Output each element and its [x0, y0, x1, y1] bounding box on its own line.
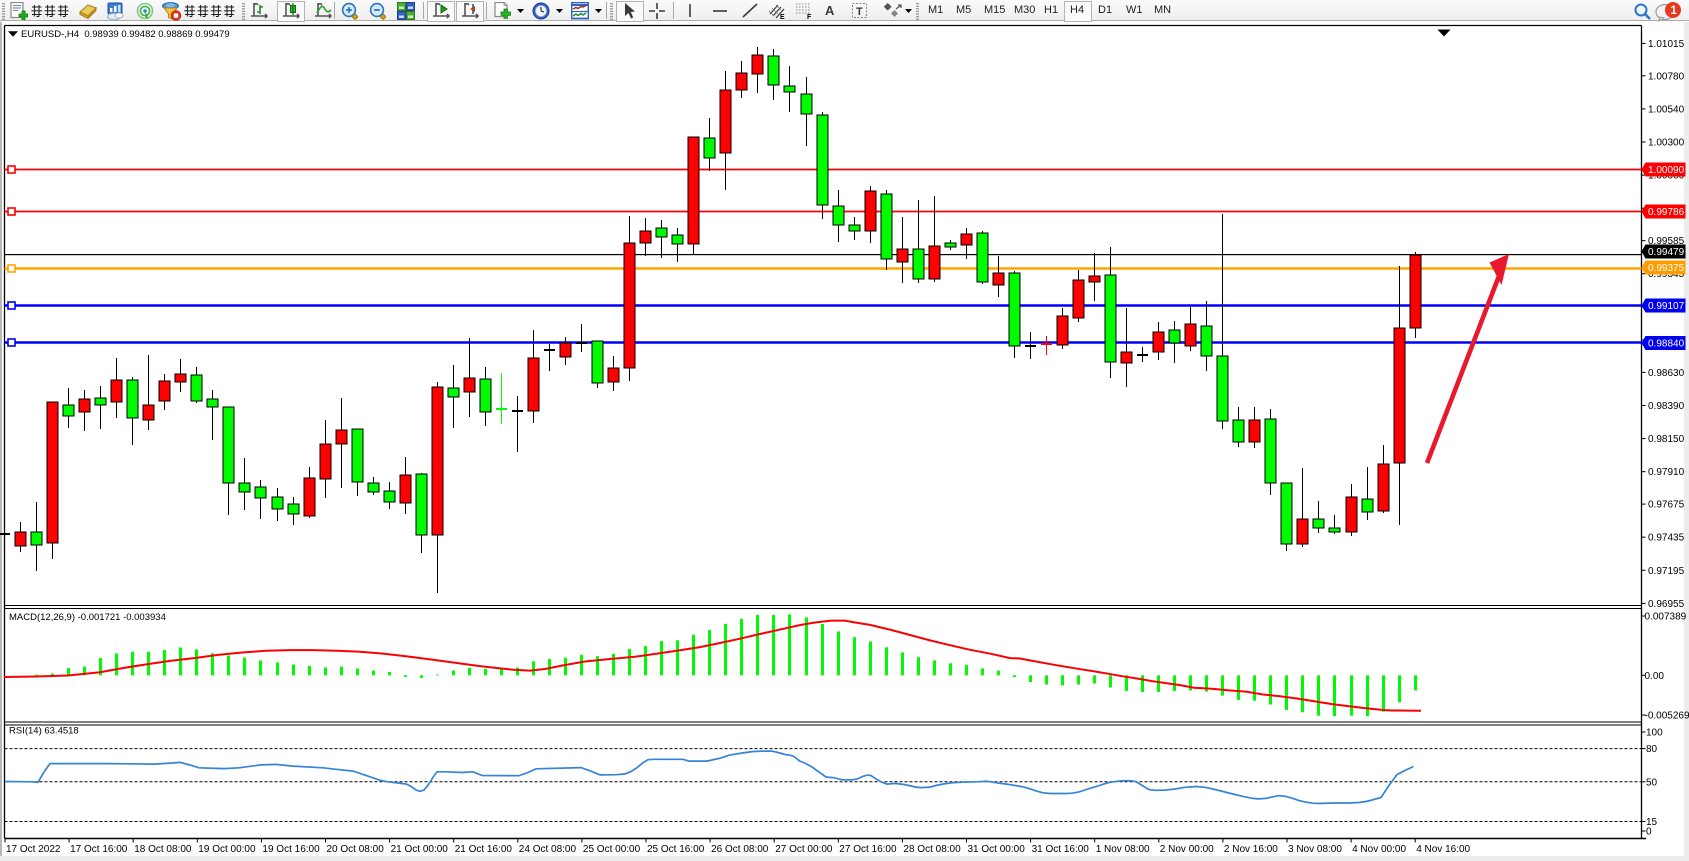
- svg-text:0.97910: 0.97910: [1648, 467, 1685, 478]
- svg-text:31 Oct 00:00: 31 Oct 00:00: [968, 844, 1026, 855]
- svg-text:21 Oct 16:00: 21 Oct 16:00: [455, 844, 513, 855]
- svg-text:31 Oct 16:00: 31 Oct 16:00: [1032, 844, 1090, 855]
- svg-text:80: 80: [1646, 744, 1658, 755]
- svg-text:4 Nov 16:00: 4 Nov 16:00: [1416, 844, 1470, 855]
- svg-text:1.00090: 1.00090: [1648, 165, 1685, 176]
- svg-text:17 Oct 16:00: 17 Oct 16:00: [70, 844, 128, 855]
- svg-text:25 Oct 00:00: 25 Oct 00:00: [583, 844, 641, 855]
- svg-text:20 Oct 08:00: 20 Oct 08:00: [327, 844, 385, 855]
- svg-text:E: E: [780, 14, 785, 20]
- svg-text:0.99786: 0.99786: [1648, 207, 1685, 218]
- svg-text:0.007389: 0.007389: [1645, 612, 1687, 623]
- svg-text:0.97675: 0.97675: [1648, 500, 1685, 511]
- svg-text:100: 100: [1646, 728, 1663, 739]
- svg-text:25 Oct 16:00: 25 Oct 16:00: [647, 844, 705, 855]
- svg-text:3 Nov 08:00: 3 Nov 08:00: [1288, 844, 1342, 855]
- svg-text:17 Oct 2022: 17 Oct 2022: [6, 844, 61, 855]
- svg-text:0.99375: 0.99375: [1648, 263, 1685, 274]
- svg-text:0: 0: [1646, 827, 1652, 838]
- svg-text:1.00540: 1.00540: [1648, 104, 1685, 115]
- svg-text:-0.005269: -0.005269: [1645, 711, 1689, 722]
- svg-text:1.00780: 1.00780: [1648, 71, 1685, 82]
- svg-text:0.97435: 0.97435: [1648, 533, 1685, 544]
- svg-text:19 Oct 16:00: 19 Oct 16:00: [262, 844, 320, 855]
- svg-text:0.99345: 0.99345: [1648, 269, 1685, 280]
- svg-text:0.99107: 0.99107: [1648, 301, 1685, 312]
- svg-text:0.96955: 0.96955: [1648, 599, 1685, 610]
- svg-text:0.98840: 0.98840: [1648, 339, 1685, 350]
- svg-text:T: T: [856, 6, 863, 18]
- svg-text:F: F: [807, 14, 812, 20]
- svg-text:50: 50: [1646, 777, 1658, 788]
- svg-text:1: 1: [1671, 5, 1678, 17]
- svg-text:26 Oct 08:00: 26 Oct 08:00: [711, 844, 769, 855]
- svg-text:18 Oct 08:00: 18 Oct 08:00: [134, 844, 192, 855]
- svg-text:0.99479: 0.99479: [1648, 247, 1685, 258]
- svg-text:21 Oct 00:00: 21 Oct 00:00: [391, 844, 449, 855]
- svg-text:0.99585: 0.99585: [1648, 236, 1685, 247]
- svg-text:1 Nov 08:00: 1 Nov 08:00: [1096, 844, 1150, 855]
- svg-text:1.01015: 1.01015: [1648, 39, 1685, 50]
- svg-text:EURUSD-,H4 0.98939 0.99482 0.: EURUSD-,H4 0.98939 0.99482 0.98869 0.994…: [21, 29, 230, 40]
- svg-text:0.97195: 0.97195: [1648, 566, 1685, 577]
- svg-text:4 Nov 00:00: 4 Nov 00:00: [1352, 844, 1406, 855]
- svg-text:2 Nov 16:00: 2 Nov 16:00: [1224, 844, 1278, 855]
- svg-text:MACD(12,26,9) -0.001721 -0.003: MACD(12,26,9) -0.001721 -0.003934: [9, 612, 166, 623]
- svg-text:28 Oct 08:00: 28 Oct 08:00: [903, 844, 961, 855]
- svg-text:0.00: 0.00: [1645, 671, 1665, 682]
- svg-text:2 Nov 00:00: 2 Nov 00:00: [1160, 844, 1214, 855]
- svg-text:24 Oct 08:00: 24 Oct 08:00: [519, 844, 577, 855]
- svg-text:15: 15: [1646, 817, 1658, 828]
- svg-text:27 Oct 00:00: 27 Oct 00:00: [775, 844, 833, 855]
- svg-text:1.00300: 1.00300: [1648, 138, 1685, 149]
- svg-text:0.98390: 0.98390: [1648, 401, 1685, 412]
- svg-text:0.98150: 0.98150: [1648, 434, 1685, 445]
- svg-text:0.98630: 0.98630: [1648, 368, 1685, 379]
- svg-text:27 Oct 16:00: 27 Oct 16:00: [839, 844, 897, 855]
- svg-text:RSI(14) 63.4518: RSI(14) 63.4518: [9, 726, 79, 737]
- svg-text:19 Oct 00:00: 19 Oct 00:00: [198, 844, 256, 855]
